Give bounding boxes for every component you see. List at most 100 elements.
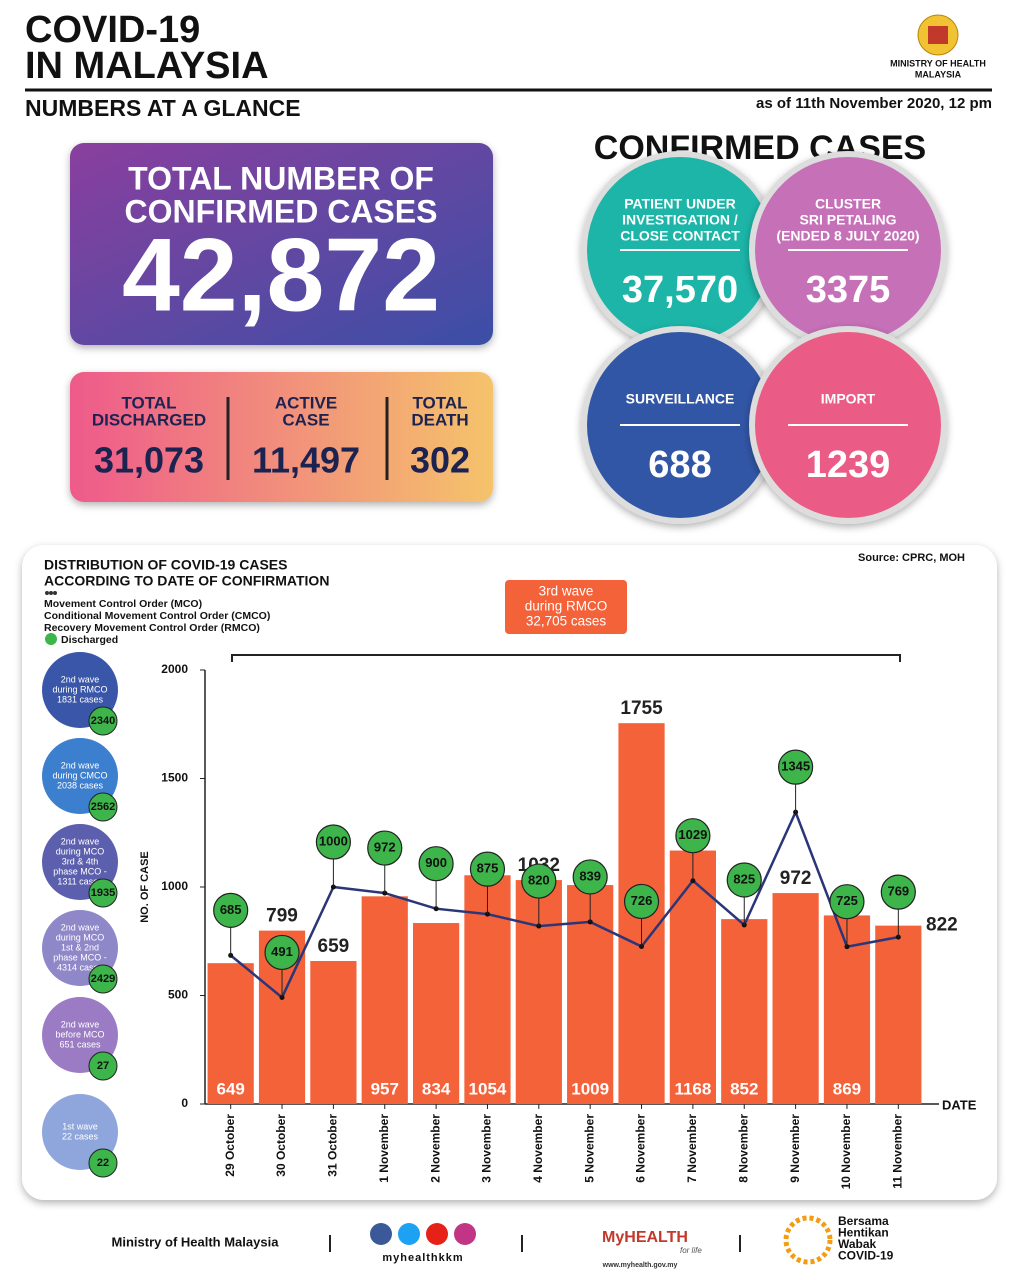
footer-campaign: Wabak: [838, 1237, 877, 1251]
ministry: MALAYSIA: [915, 69, 962, 79]
discharged-marker: [778, 749, 814, 785]
x-tick-label: 1 November: [377, 1114, 391, 1183]
group-label: CLUSTER: [815, 196, 881, 212]
y-axis-label: NO. OF CASE: [139, 851, 151, 923]
wave-label: during RMCO: [52, 684, 107, 694]
total-value: 42,872: [122, 217, 440, 333]
bar-value-label: 649: [216, 1079, 244, 1098]
discharged-marker: [572, 859, 608, 895]
bar-value-label: 1168: [674, 1079, 711, 1098]
discharged-label: 1029: [678, 827, 707, 842]
wave-discharged: 2562: [91, 801, 115, 813]
x-axis-label: DATE: [942, 1097, 977, 1112]
bar: [310, 960, 357, 1104]
wave-discharged-circle: [88, 706, 118, 736]
x-tick-label: 5 November: [582, 1114, 596, 1183]
discharged-marker: [880, 874, 916, 910]
annotation-box: [505, 580, 627, 634]
discharged-marker: [264, 934, 300, 971]
group-label: (ENDED 8 JULY 2020): [776, 228, 919, 244]
group-label: IMPORT: [821, 391, 876, 407]
wave-label: 2nd wave: [61, 674, 100, 684]
discharged-marker: [469, 851, 506, 887]
annotation: 3rd wave: [539, 584, 594, 599]
discharged-label: 685: [220, 902, 242, 917]
bar-value-label: 957: [371, 1079, 399, 1098]
wave-label: phase MCO -: [53, 866, 107, 876]
emblem: [917, 14, 959, 56]
discharged-label: 725: [836, 893, 858, 908]
bar-value-label: 1009: [571, 1079, 609, 1098]
x-tick-label: 4 November: [531, 1114, 545, 1183]
discharged-label: 820: [528, 872, 550, 887]
wave-label: during MCO: [56, 932, 105, 942]
footer-separators: [329, 1235, 741, 1252]
x-tick-label: 10 November: [839, 1114, 853, 1190]
wave-label: phase MCO -: [53, 952, 107, 962]
social-icons: [370, 1223, 476, 1245]
wave-label: 2nd wave: [61, 1019, 100, 1029]
title: IN MALAYSIA: [25, 45, 269, 87]
total-box: [70, 143, 493, 345]
y-tick-label: 0: [181, 1096, 188, 1110]
bar-value-label: 659: [318, 936, 350, 957]
summary-value: 11,497: [252, 440, 360, 481]
bar-value-label: 822: [926, 915, 958, 936]
bar: [207, 963, 254, 1104]
wave-label: before MCO: [55, 1029, 104, 1039]
legend-item: Recovery Movement Control Order (RMCO): [44, 622, 260, 634]
x-tick-label: 2 November: [428, 1114, 442, 1183]
wave-label: 651 cases: [59, 1039, 101, 1049]
x-tick-label: 7 November: [685, 1114, 699, 1183]
summary-label: DISCHARGED: [92, 410, 206, 429]
ministry: MINISTRY OF HEALTH: [890, 58, 986, 68]
wave-label: 2nd wave: [61, 836, 100, 846]
chart-title: ACCORDING TO DATE OF CONFIRMATION: [44, 573, 329, 589]
footer-ministry: Ministry of Health Malaysia: [112, 1234, 280, 1249]
group-value: 37,570: [622, 269, 738, 311]
bracket: [231, 654, 901, 662]
subtitle: NUMBERS AT A GLANCE: [25, 95, 301, 121]
summary-label: TOTAL: [412, 393, 467, 412]
wave-discharged: 1935: [91, 887, 115, 899]
wave-discharged-circle: [88, 878, 118, 908]
footer-tagline: for life: [680, 1246, 702, 1255]
x-tick-label: 30 October: [274, 1114, 288, 1177]
discharged-marker: [726, 862, 762, 898]
discharged-label: 491: [271, 944, 293, 959]
discharged-marker: [367, 830, 403, 866]
summary-label: TOTAL: [121, 393, 176, 412]
bar: [361, 896, 408, 1104]
summary-value: 31,073: [94, 440, 204, 481]
x-tick-label: 31 October: [326, 1114, 340, 1177]
summary-label: ACTIVE: [275, 393, 337, 412]
discharged-marker: [521, 863, 557, 899]
annotation: during RMCO: [525, 599, 608, 614]
summary-box: [70, 372, 493, 502]
footer-url: www.myhealth.gov.my: [602, 1262, 678, 1269]
as-of: as of 11th November 2020, 12 pm: [756, 95, 992, 112]
group-label: SURVEILLANCE: [626, 391, 735, 407]
wave-label: during MCO: [56, 846, 105, 856]
bar-value-label: 1054: [469, 1079, 507, 1098]
wave-label: 1st wave: [62, 1121, 98, 1131]
discharged-label: 1345: [781, 759, 810, 774]
discharged-line: [229, 808, 899, 1000]
chart-source: Source: CPRC, MOH: [858, 552, 965, 564]
x-tick-label: 29 October: [223, 1114, 237, 1177]
campaign-logo: [783, 1215, 833, 1265]
chart-title: DISTRIBUTION OF COVID-19 CASES: [44, 557, 287, 573]
summary-value: 302: [410, 440, 470, 481]
y-tick-label: 2000: [161, 662, 188, 676]
wave-label: 1st & 2nd: [61, 942, 99, 952]
wave-discharged: 27: [97, 1060, 109, 1072]
wave-label: 2038 cases: [57, 780, 104, 790]
wave-label: 2nd wave: [61, 760, 100, 770]
discharged-label: 1000: [319, 833, 348, 848]
bar-value-label: 799: [266, 906, 298, 927]
bar: [772, 893, 819, 1104]
discharged-label: 726: [631, 893, 653, 908]
wave-label: during CMCO: [52, 770, 107, 780]
group-value: 3375: [806, 269, 891, 311]
